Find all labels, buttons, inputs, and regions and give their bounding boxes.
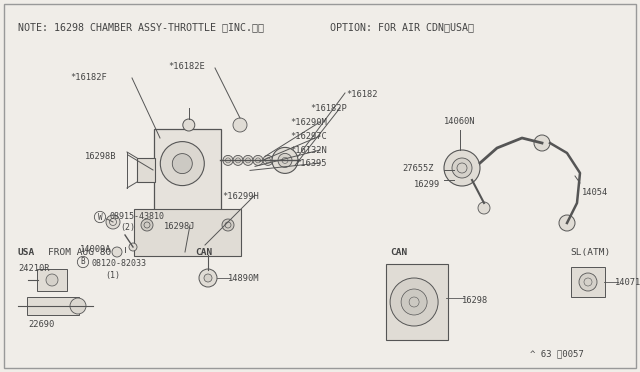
Circle shape xyxy=(112,247,122,257)
FancyBboxPatch shape xyxy=(4,4,636,368)
Text: OPTION: FOR AIR CDN〈USA〉: OPTION: FOR AIR CDN〈USA〉 xyxy=(330,22,474,32)
Circle shape xyxy=(534,135,550,151)
FancyBboxPatch shape xyxy=(134,209,241,256)
Text: 16298B: 16298B xyxy=(85,152,116,161)
Circle shape xyxy=(263,155,273,166)
Circle shape xyxy=(401,289,427,315)
Circle shape xyxy=(233,118,247,132)
Circle shape xyxy=(223,155,233,166)
Text: 16298J: 16298J xyxy=(164,222,195,231)
Text: (2): (2) xyxy=(120,223,135,232)
Circle shape xyxy=(106,215,120,229)
Circle shape xyxy=(129,243,137,251)
Circle shape xyxy=(278,153,292,167)
Text: *16182E: *16182E xyxy=(168,62,205,71)
Text: 14009A: 14009A xyxy=(80,245,111,254)
Text: FROM AUG'80: FROM AUG'80 xyxy=(48,248,111,257)
Text: 08120-82033: 08120-82033 xyxy=(92,259,147,268)
Circle shape xyxy=(579,273,597,291)
Text: ^ 63 ：0057: ^ 63 ：0057 xyxy=(530,349,584,358)
Text: 14071: 14071 xyxy=(615,278,640,287)
Polygon shape xyxy=(137,158,155,182)
Text: *16299H: *16299H xyxy=(222,192,259,201)
Text: 08915-43810: 08915-43810 xyxy=(110,212,165,221)
Text: (1): (1) xyxy=(105,271,120,280)
Circle shape xyxy=(204,274,212,282)
FancyBboxPatch shape xyxy=(154,129,221,211)
FancyBboxPatch shape xyxy=(37,269,67,291)
Text: *16290M: *16290M xyxy=(290,118,327,127)
FancyBboxPatch shape xyxy=(27,297,79,315)
Text: CAN: CAN xyxy=(390,248,407,257)
Circle shape xyxy=(243,155,253,166)
Circle shape xyxy=(559,215,575,231)
Circle shape xyxy=(253,155,263,166)
Circle shape xyxy=(183,119,195,131)
Circle shape xyxy=(199,269,217,287)
Circle shape xyxy=(452,158,472,178)
Circle shape xyxy=(478,202,490,214)
FancyBboxPatch shape xyxy=(386,264,448,340)
Text: B: B xyxy=(81,257,85,266)
Text: 14060N: 14060N xyxy=(444,117,476,126)
Text: *16182: *16182 xyxy=(346,90,378,99)
Text: 24210R: 24210R xyxy=(18,264,49,273)
Text: 14054: 14054 xyxy=(582,188,608,197)
Text: W: W xyxy=(98,212,102,221)
Circle shape xyxy=(444,150,480,186)
Text: 27655Z: 27655Z xyxy=(402,164,433,173)
Text: *16182P: *16182P xyxy=(310,104,347,113)
Circle shape xyxy=(160,142,204,186)
Text: NOTE: 16298 CHAMBER ASSY-THROTTLE 〈INC.※〉: NOTE: 16298 CHAMBER ASSY-THROTTLE 〈INC.※… xyxy=(18,22,264,32)
Circle shape xyxy=(141,219,153,231)
Circle shape xyxy=(46,274,58,286)
Text: 16299: 16299 xyxy=(414,180,440,189)
Circle shape xyxy=(222,219,234,231)
Circle shape xyxy=(390,278,438,326)
Text: *16182F: *16182F xyxy=(70,73,107,82)
Circle shape xyxy=(70,298,86,314)
Text: *16132N: *16132N xyxy=(290,146,327,155)
Text: 14890M: 14890M xyxy=(228,274,259,283)
Text: 16298: 16298 xyxy=(462,296,488,305)
Circle shape xyxy=(233,155,243,166)
FancyBboxPatch shape xyxy=(571,267,605,297)
Text: *16395: *16395 xyxy=(295,159,326,168)
Text: *16297C: *16297C xyxy=(290,132,327,141)
Text: CAN: CAN xyxy=(195,248,212,257)
Text: SL(ATM): SL(ATM) xyxy=(570,248,611,257)
Text: USA: USA xyxy=(18,248,35,257)
Text: 22690: 22690 xyxy=(28,320,54,329)
Circle shape xyxy=(172,154,192,174)
Circle shape xyxy=(272,147,298,173)
